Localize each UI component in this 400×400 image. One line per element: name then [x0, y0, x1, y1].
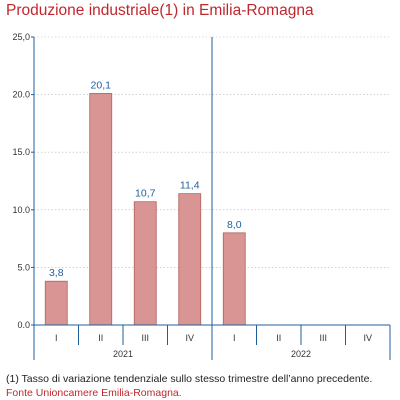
y-tick-label: 25,0: [12, 32, 30, 42]
x-category-label: II: [276, 333, 281, 343]
x-category-label: I: [55, 333, 58, 343]
bars: [44, 93, 246, 326]
data-label: 8,0: [227, 219, 242, 231]
y-tick-label: 5.0: [17, 262, 30, 272]
bar: [222, 232, 246, 326]
bar-chart: 0.0 5.0 10.0 15.0 20.0 25,0 3,8 20,1 10,7 11,4 8,0…: [12, 32, 391, 360]
data-label: 10,7: [135, 188, 156, 200]
data-label: 3,8: [49, 267, 64, 279]
x-category-label: III: [141, 333, 149, 343]
bar: [89, 93, 113, 326]
y-tick-label: 0.0: [17, 320, 30, 330]
data-label: 20,1: [91, 79, 112, 91]
bar: [178, 193, 202, 326]
x-category-label: I: [233, 333, 236, 343]
source-note: Fonte Unioncamere Emilia-Romagna.: [6, 387, 182, 399]
x-category-label: II: [98, 333, 103, 343]
x-group-label: 2021: [113, 349, 133, 359]
x-category-label: III: [319, 333, 327, 343]
x-category-label: IV: [185, 333, 194, 343]
axes: [31, 36, 391, 360]
data-label: 11,4: [180, 180, 200, 192]
footnote: (1) Tasso di variazione tendenziale sull…: [6, 373, 373, 385]
y-tick-label: 10.0: [12, 205, 30, 215]
bar: [44, 280, 68, 326]
chart-title: Produzione industriale(1) in Emilia-Roma…: [6, 2, 314, 19]
bar: [133, 201, 157, 326]
x-group-label: 2022: [291, 349, 311, 359]
y-tick-label: 20.0: [12, 90, 30, 100]
labels: 0.0 5.0 10.0 15.0 20.0 25,0 3,8 20,1 10,7 11,4 8,0…: [12, 32, 372, 359]
y-tick-label: 15.0: [12, 147, 30, 157]
x-category-label: IV: [363, 333, 372, 343]
